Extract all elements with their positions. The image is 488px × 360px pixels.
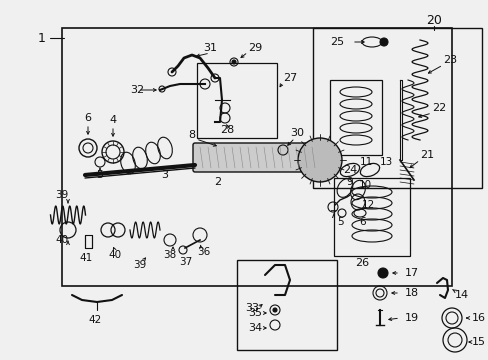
Text: 12: 12 <box>361 200 374 210</box>
Text: 17: 17 <box>404 268 418 278</box>
Text: 39: 39 <box>133 260 146 270</box>
Text: 14: 14 <box>454 290 468 300</box>
Circle shape <box>231 60 236 64</box>
Text: 19: 19 <box>404 313 418 323</box>
Text: 25: 25 <box>329 37 344 47</box>
Bar <box>62 28 451 286</box>
Text: 29: 29 <box>247 43 262 53</box>
Text: 11: 11 <box>359 157 372 167</box>
Text: 37: 37 <box>179 257 192 267</box>
Bar <box>237 260 336 350</box>
Text: 22: 22 <box>431 103 446 113</box>
Text: 2: 2 <box>214 177 221 187</box>
Text: 1: 1 <box>38 32 46 45</box>
Text: 33: 33 <box>244 303 259 313</box>
Text: 40: 40 <box>55 235 68 245</box>
Circle shape <box>377 268 387 278</box>
Text: 20: 20 <box>425 14 441 27</box>
Text: 18: 18 <box>404 288 418 298</box>
Text: 31: 31 <box>203 43 217 53</box>
Text: 27: 27 <box>283 73 297 83</box>
Text: 4: 4 <box>109 115 116 125</box>
Text: 30: 30 <box>289 128 304 138</box>
Text: 6: 6 <box>84 113 91 123</box>
Text: 3: 3 <box>161 170 168 180</box>
Text: 8: 8 <box>187 130 195 140</box>
Circle shape <box>379 38 387 46</box>
Text: 7: 7 <box>328 210 335 220</box>
Text: 6: 6 <box>359 217 366 227</box>
Text: 32: 32 <box>130 85 144 95</box>
Text: 15: 15 <box>471 337 485 347</box>
Text: 35: 35 <box>247 308 262 318</box>
Text: 42: 42 <box>88 315 102 325</box>
Text: 23: 23 <box>442 55 456 65</box>
Bar <box>197 63 276 138</box>
Bar <box>329 80 381 155</box>
Text: 5: 5 <box>96 170 103 180</box>
FancyBboxPatch shape <box>193 143 326 172</box>
Bar <box>312 28 481 188</box>
Text: 10: 10 <box>358 180 371 190</box>
Text: 9: 9 <box>346 177 353 187</box>
Text: 13: 13 <box>379 157 392 167</box>
Circle shape <box>297 138 341 182</box>
Text: 41: 41 <box>79 253 92 263</box>
Text: 26: 26 <box>354 258 368 268</box>
Text: 21: 21 <box>419 150 433 160</box>
Text: 28: 28 <box>220 125 234 135</box>
Text: 36: 36 <box>197 247 210 257</box>
Text: 16: 16 <box>471 313 485 323</box>
Text: 24: 24 <box>342 165 356 175</box>
Text: 34: 34 <box>247 323 262 333</box>
Text: 39: 39 <box>55 190 68 200</box>
Bar <box>333 178 409 256</box>
Text: 5: 5 <box>336 217 343 227</box>
Text: 40: 40 <box>108 250 122 260</box>
Text: 38: 38 <box>163 250 176 260</box>
Circle shape <box>272 308 276 312</box>
